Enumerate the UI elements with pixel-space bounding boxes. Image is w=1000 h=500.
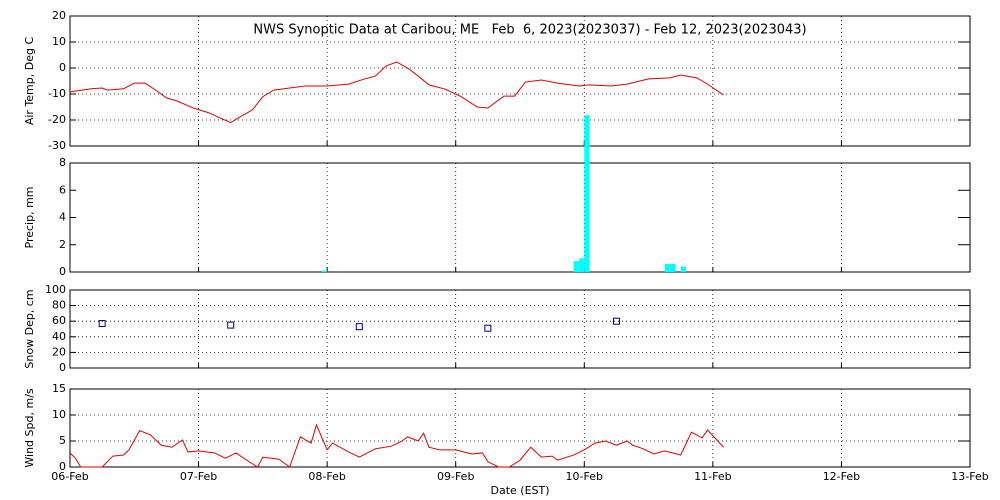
precip-bar [584,115,590,272]
y-tick-label: 20 [52,345,66,358]
y-tick-label: 8 [59,156,66,169]
data-line [69,61,724,124]
y-axis-label: Air Temp, Deg C [23,37,36,126]
precip-bar [578,258,585,272]
y-axis-label: Wind Spd, m/s [23,388,36,468]
y-tick-label: 0 [59,61,66,74]
precip-bar [573,261,579,272]
y-axis-label: Precip, mm [23,187,36,249]
y-tick-label: 0 [59,265,66,278]
x-tick-label: 10-Feb [566,470,603,483]
plot-frame [69,15,971,147]
y-tick-label: 5 [59,434,66,447]
y-tick-label: 10 [52,408,66,421]
x-tick-label: 11-Feb [694,470,731,483]
y-tick-label: 0 [59,460,66,473]
y-axis-label: Snow Dep, cm [23,289,36,368]
plot-frame [69,162,971,273]
snow-point [355,323,363,331]
y-tick-label: 0 [59,361,66,374]
x-tick-label: 12-Feb [823,470,860,483]
plot-frame [69,289,971,369]
precip-bar [680,266,687,272]
precip-bar [664,263,670,272]
data-line [69,423,724,468]
x-tick-label: 06-Feb [51,470,88,483]
precip-bar [321,270,328,272]
y-tick-label: 100 [45,283,66,296]
x-tick-label: 07-Feb [180,470,217,483]
y-tick-label: -30 [48,139,66,152]
precip-bar [670,263,676,272]
y-tick-label: 20 [52,9,66,22]
snow-point [227,321,235,329]
snow-point [98,320,106,328]
snow-point [612,317,620,325]
plot-frame [69,388,971,468]
x-tick-label: 13-Feb [951,470,988,483]
y-tick-label: 2 [59,238,66,251]
y-tick-label: 6 [59,183,66,196]
y-tick-label: 10 [52,35,66,48]
y-tick-label: -10 [48,87,66,100]
x-tick-label: 09-Feb [437,470,474,483]
snow-point [484,324,492,332]
y-tick-label: -20 [48,113,66,126]
x-axis-label: Date (EST) [490,484,549,497]
y-tick-label: 80 [52,299,66,312]
y-tick-label: 15 [52,382,66,395]
y-tick-label: 40 [52,330,66,343]
chart-title: NWS Synoptic Data at Caribou, ME Feb 6, … [253,23,806,38]
y-tick-label: 60 [52,314,66,327]
y-tick-label: 4 [59,211,66,224]
x-tick-label: 08-Feb [308,470,345,483]
